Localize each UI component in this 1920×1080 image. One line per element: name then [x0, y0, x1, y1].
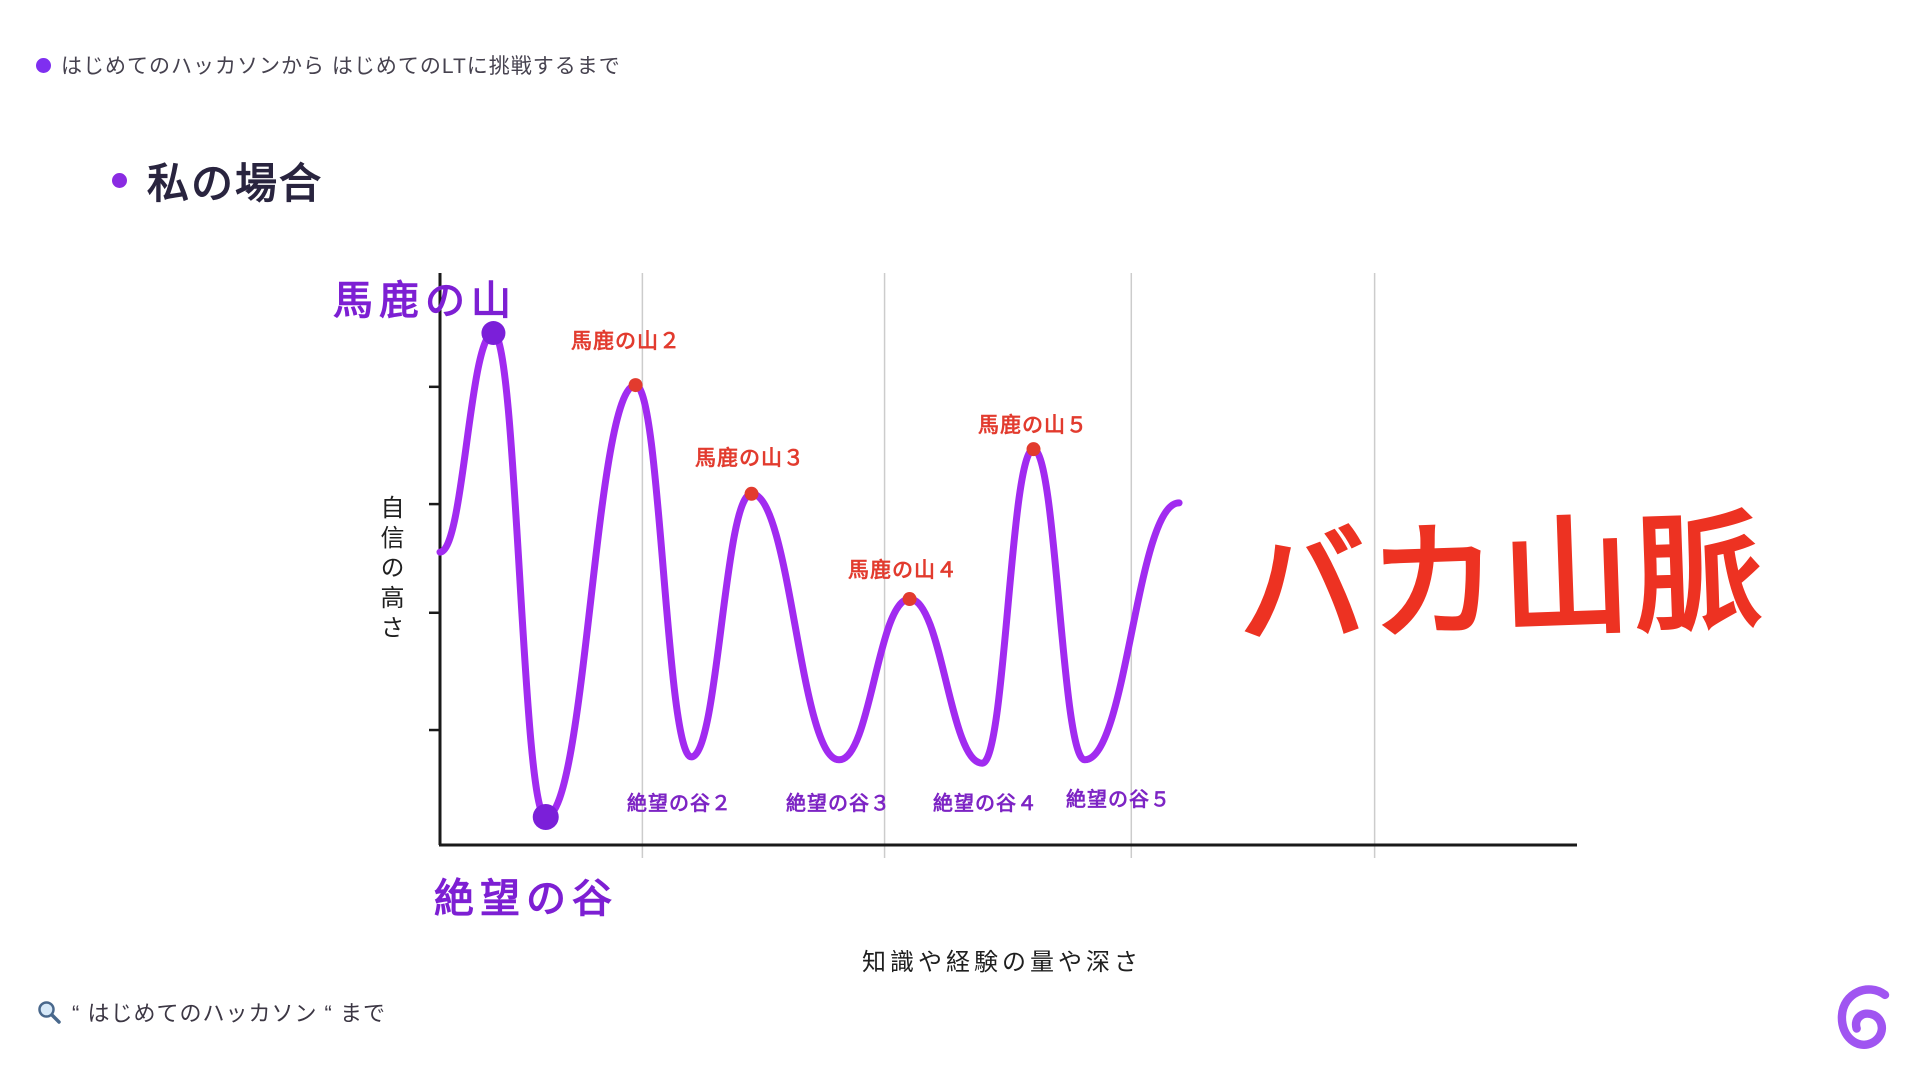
- breadcrumb: はじめてのハッカソンから はじめてのLTに挑戦するまで: [36, 50, 621, 80]
- footer-text: “ はじめてのハッカソン “ まで: [72, 1001, 386, 1026]
- valley-label-3: 絶望の谷３: [786, 793, 891, 815]
- mountain-range-label: バカ山脈: [1235, 500, 1769, 663]
- bullet-icon: [112, 173, 127, 188]
- valley-label-5: 絶望の谷５: [1066, 789, 1171, 811]
- footer-note: “ はじめてのハッカソン “ まで: [36, 996, 386, 1028]
- search-icon: [38, 1001, 61, 1024]
- logo-icon: [1837, 985, 1890, 1049]
- peak-label-3: 馬鹿の山３: [695, 447, 805, 470]
- slide-title-row: 私の場合: [112, 150, 323, 211]
- peak-label-2: 馬鹿の山２: [571, 330, 681, 353]
- peak-label-4: 馬鹿の山４: [848, 559, 958, 582]
- bullet-icon: [36, 57, 51, 73]
- presentation-title: はじめてのハッカソンから はじめてのLTに挑戦するまで: [61, 55, 621, 78]
- y-axis-label: 自信の高さ: [376, 495, 403, 645]
- spiral-e-logo: [1822, 976, 1906, 1060]
- valley-label-4: 絶望の谷４: [933, 793, 1038, 815]
- x-axis-label: 知識や経験の量や深さ: [862, 949, 1142, 976]
- peak-label-mount-stupid: 馬鹿の山: [333, 279, 517, 323]
- peak-label-5: 馬鹿の山５: [978, 414, 1088, 437]
- page-title: 私の場合: [147, 160, 324, 207]
- valley-label-despair: 絶望の谷: [434, 877, 618, 921]
- valley-label-2: 絶望の谷２: [627, 793, 732, 815]
